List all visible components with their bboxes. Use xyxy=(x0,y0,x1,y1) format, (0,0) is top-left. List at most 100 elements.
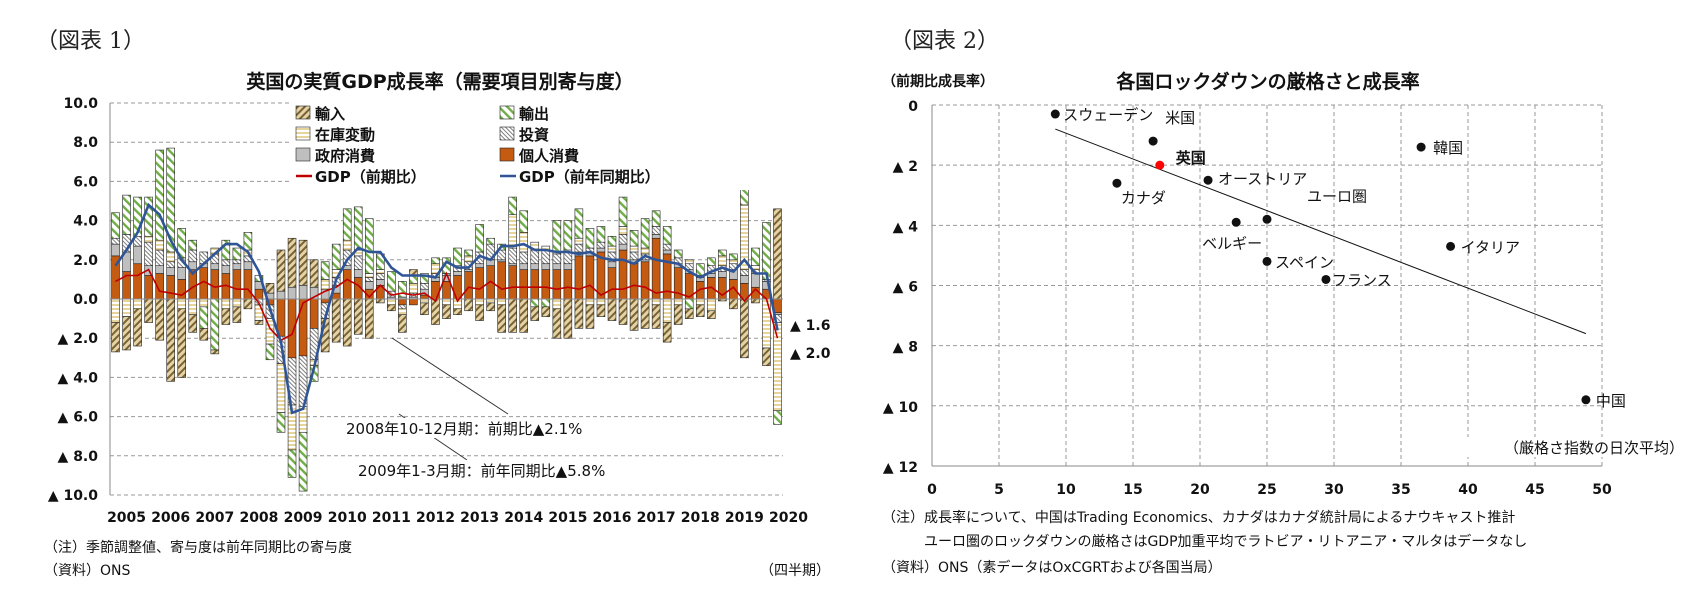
bar-exports xyxy=(651,210,661,227)
bar-exports xyxy=(199,306,209,329)
bar-exports xyxy=(718,249,727,257)
figure1-x-unit: （四半期） xyxy=(760,563,830,579)
bar-imports xyxy=(287,237,297,288)
bar-investment xyxy=(364,277,374,282)
bar-imports xyxy=(442,304,451,319)
bar-imports xyxy=(309,259,319,288)
y-tick-label: 0.0 xyxy=(73,292,98,308)
bar-imports xyxy=(673,304,683,325)
bar-inventory xyxy=(640,247,650,255)
bar-inventory xyxy=(673,298,683,306)
bar-exports xyxy=(232,247,242,261)
x-tick-label: 2012 xyxy=(416,510,455,526)
bar-exports xyxy=(387,271,396,292)
figure2-gridlines xyxy=(931,104,1603,467)
bar-investment xyxy=(353,255,363,270)
scatter-point xyxy=(1155,160,1165,170)
y-tick-label: ▲ 8 xyxy=(893,340,918,356)
legend-label-imports: 輸入 xyxy=(315,105,345,123)
bar-investment xyxy=(541,249,551,265)
bar-exports xyxy=(508,196,517,216)
bar-inventory xyxy=(585,298,595,306)
bar-exports xyxy=(342,208,352,241)
bar-imports xyxy=(342,298,352,347)
bar-government xyxy=(718,271,727,278)
point-label: 米国 xyxy=(1165,109,1195,127)
bar-exports xyxy=(364,218,374,274)
bar-consumption xyxy=(309,298,319,329)
bar-investment xyxy=(221,259,231,266)
bar-exports xyxy=(398,281,407,298)
legend-label-exports: 輸出 xyxy=(519,105,549,123)
x-tick-label: 2006 xyxy=(151,510,190,526)
bar-consumption xyxy=(530,269,540,300)
bar-exports xyxy=(541,298,551,308)
bar-consumption xyxy=(166,275,175,300)
bar-imports xyxy=(155,298,164,341)
point-label: 英国 xyxy=(1176,149,1206,167)
bar-imports xyxy=(607,298,617,321)
bar-investment xyxy=(155,249,164,266)
legend-swatch-imports xyxy=(295,105,311,120)
bar-exports xyxy=(453,247,462,266)
point-label: オーストリア xyxy=(1218,170,1307,188)
bar-imports xyxy=(331,298,341,343)
bar-inventory xyxy=(232,298,242,308)
bar-exports xyxy=(420,273,429,284)
bar-imports xyxy=(618,298,628,325)
bar-exports xyxy=(707,257,716,266)
bar-consumption xyxy=(133,263,142,300)
bar-imports xyxy=(519,298,529,333)
bar-government xyxy=(298,284,308,300)
figure2-trendline xyxy=(1055,128,1587,335)
bar-investment xyxy=(111,237,120,245)
bar-imports xyxy=(265,283,275,294)
bar-government xyxy=(563,263,573,270)
bar-investment xyxy=(398,304,407,310)
bar-inventory xyxy=(111,298,120,323)
bar-government xyxy=(519,263,529,270)
bar-government xyxy=(740,275,749,284)
figure1-label: （図表 1） xyxy=(36,29,145,54)
bar-inventory xyxy=(166,251,175,263)
bar-government xyxy=(133,245,142,265)
bar-investment xyxy=(420,283,429,290)
annotation-background xyxy=(354,460,600,480)
bar-government xyxy=(177,267,186,280)
bar-government xyxy=(221,265,231,274)
bar-imports xyxy=(640,298,650,329)
figure1-title: 英国の実質GDP成長率（需要項目別寄与度） xyxy=(246,70,633,93)
bar-inventory xyxy=(342,239,352,251)
bar-inventory xyxy=(651,298,661,306)
bar-imports xyxy=(596,304,606,317)
end-label-yoy: ▲ 1.6 xyxy=(790,318,830,334)
y-tick-label: ▲ 10.0 xyxy=(48,488,98,504)
bar-imports xyxy=(420,302,429,315)
y-tick-label: 2.0 xyxy=(73,253,98,269)
bar-imports xyxy=(629,298,639,331)
bar-exports xyxy=(695,263,705,276)
bar-inventory xyxy=(475,298,484,306)
bar-consumption xyxy=(475,267,484,300)
x-tick-label: 0 xyxy=(927,482,937,498)
bar-inventory xyxy=(387,298,396,306)
point-label: スウェーデン xyxy=(1063,106,1153,124)
bar-exports xyxy=(221,239,231,261)
bar-consumption xyxy=(232,269,242,300)
bar-exports xyxy=(618,196,628,227)
bar-government xyxy=(751,273,760,288)
bar-inventory xyxy=(718,255,727,266)
line-gdp_qoq xyxy=(115,268,779,342)
x-tick-label: 45 xyxy=(1525,482,1544,498)
bar-exports xyxy=(574,208,584,239)
point-label: フランス xyxy=(1332,271,1392,289)
figure1-y-axis: 10.0 8.0 6.0 4.0 2.0 0.0 ▲ 2.0 ▲ 4.0 ▲ 6.0 ▲ 8.0 ▲… xyxy=(48,96,98,504)
bar-consumption xyxy=(464,271,473,300)
bar-inventory xyxy=(618,226,628,235)
bar-imports xyxy=(177,308,186,378)
bar-government xyxy=(662,249,672,255)
bar-exports xyxy=(486,237,495,245)
bar-government xyxy=(232,263,242,270)
bar-imports xyxy=(707,310,716,319)
